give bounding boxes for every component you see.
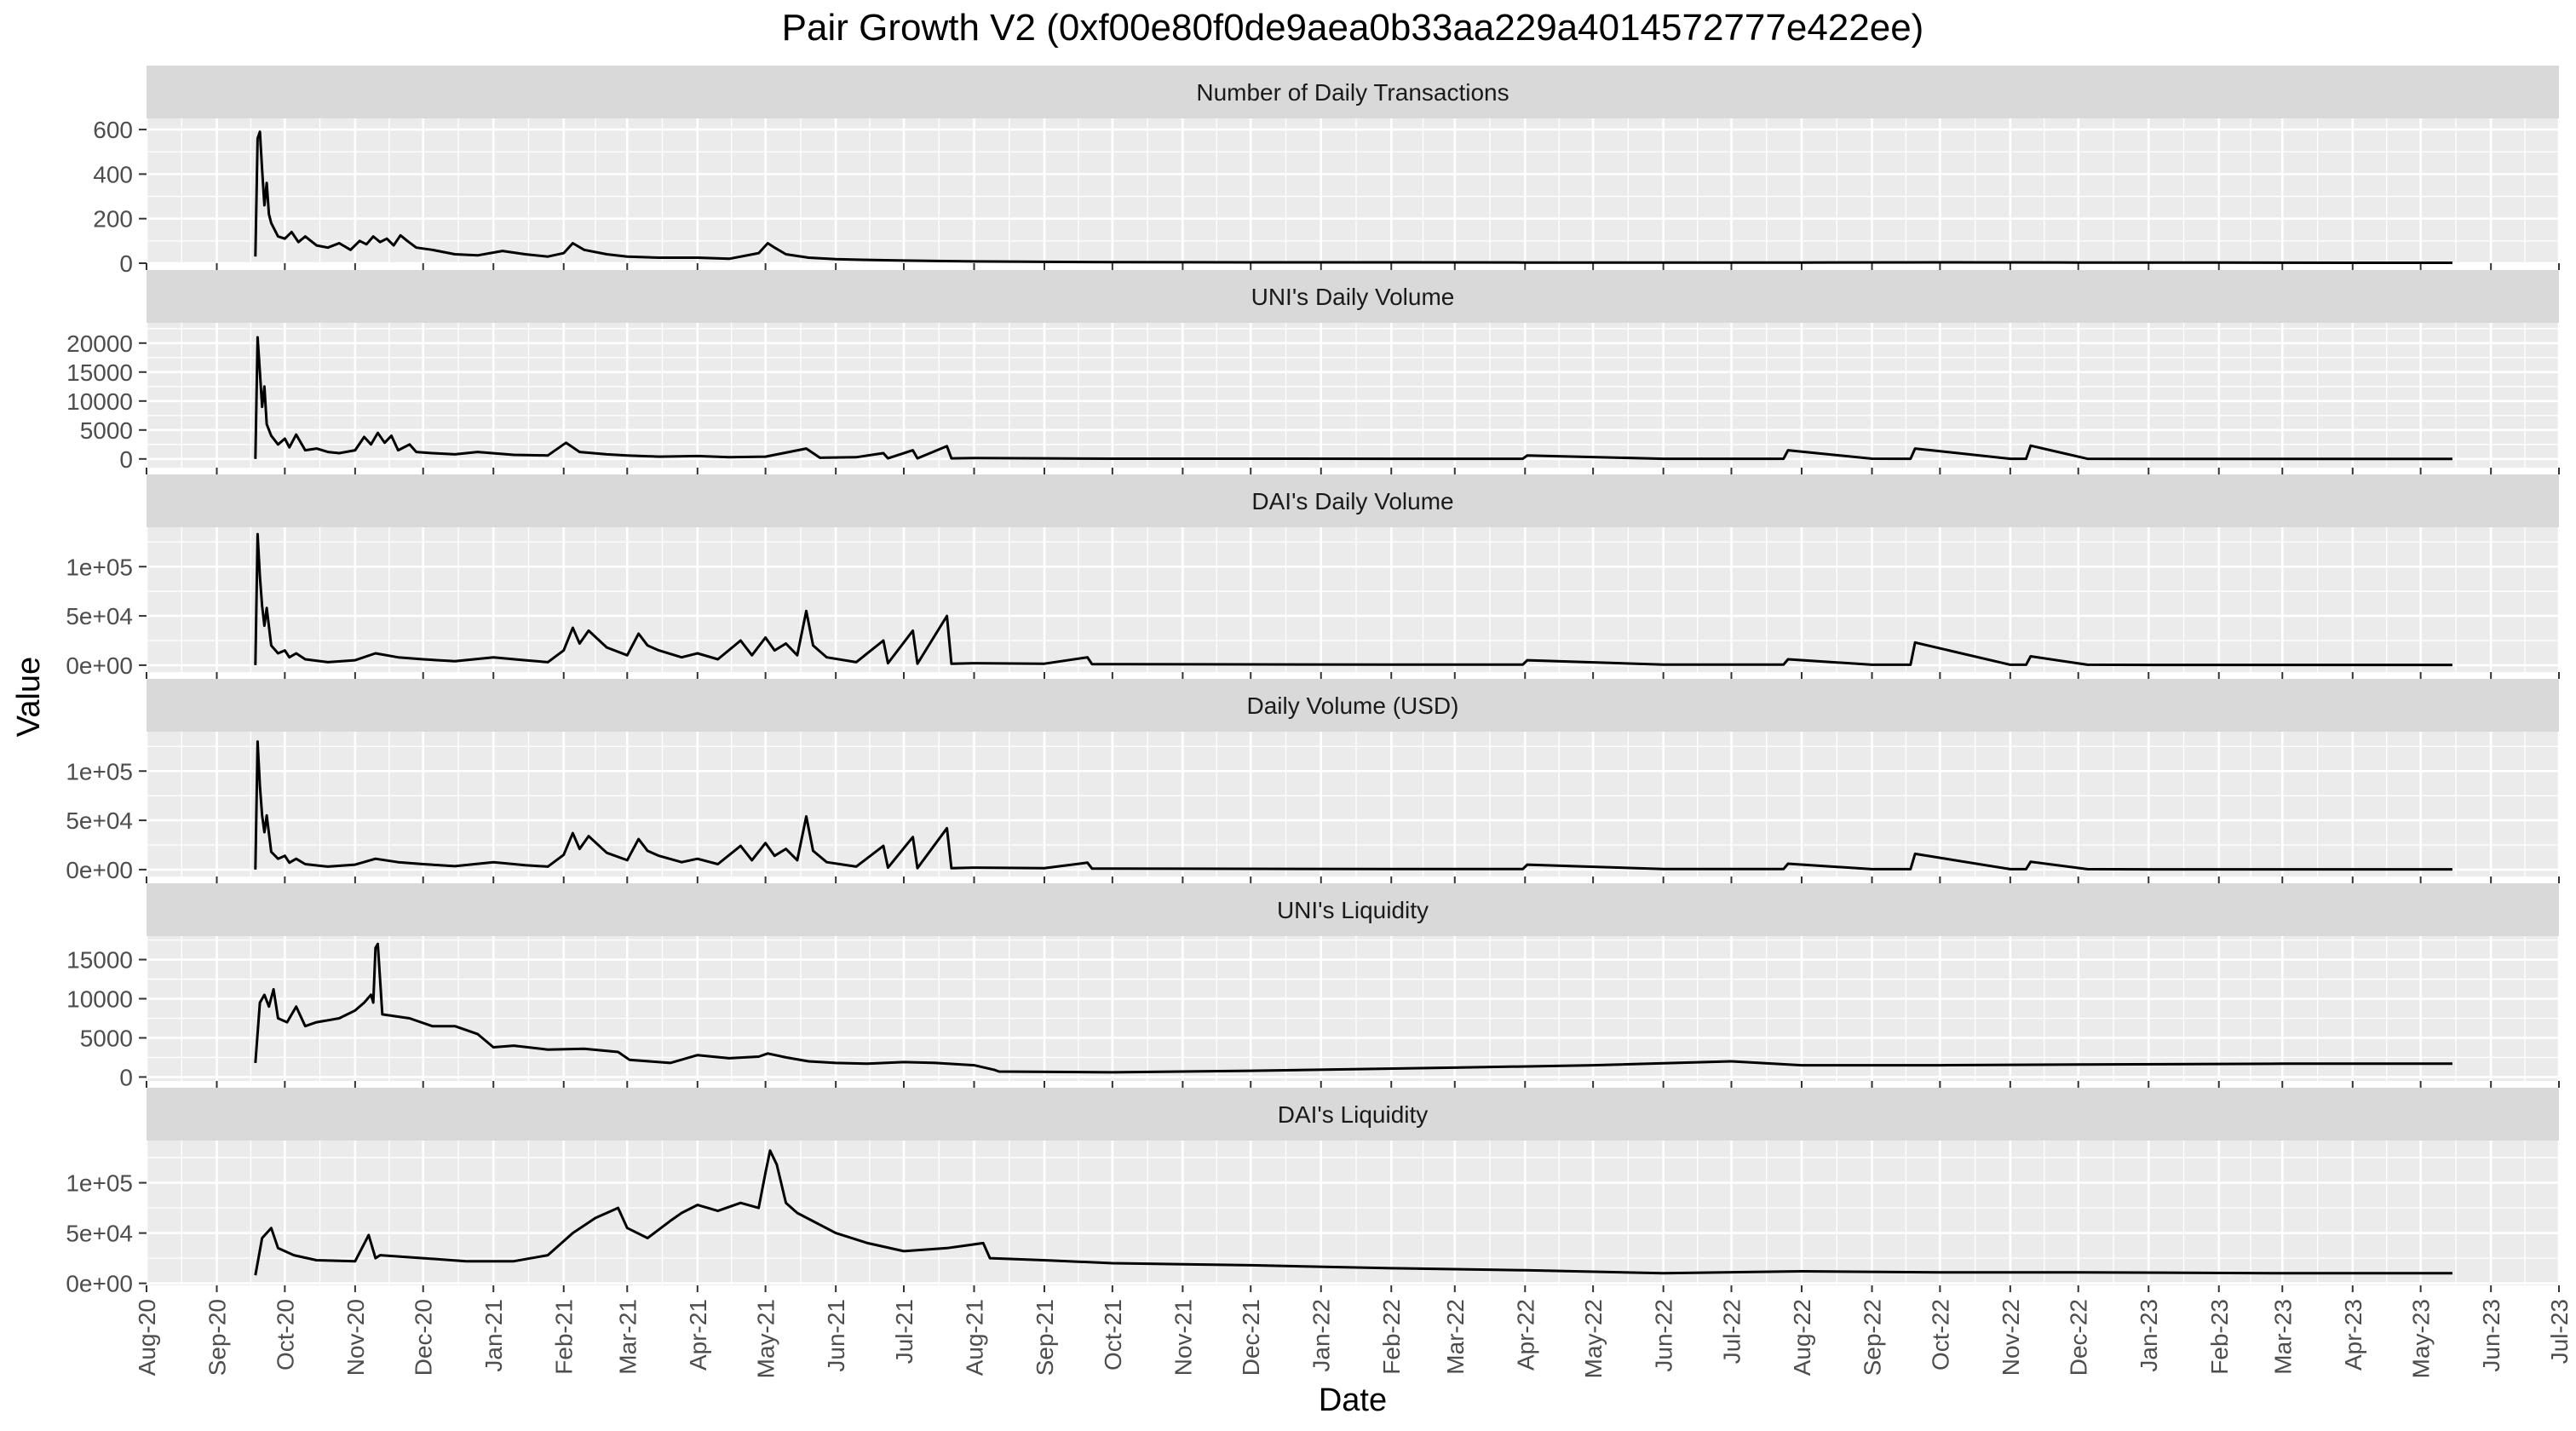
y-tick-label: 0 — [119, 1064, 133, 1090]
x-tick-label: Mar-21 — [614, 1299, 641, 1375]
x-tick-label: Oct-21 — [1100, 1299, 1126, 1371]
x-tick-label: Jul-22 — [1719, 1299, 1745, 1364]
facet-panel: UNI's Liquidity 0 5000 10000 15000 — [66, 883, 2561, 1090]
facet-strip — [147, 1088, 2559, 1141]
x-tick-label: Jul-21 — [891, 1299, 917, 1364]
y-tick-label: 5000 — [80, 1025, 133, 1051]
x-tick-label: Dec-20 — [411, 1299, 437, 1376]
x-tick-label: Nov-21 — [1170, 1299, 1196, 1376]
x-tick-label: Sep-20 — [204, 1299, 231, 1376]
x-tick-label: Jun-21 — [823, 1299, 849, 1372]
y-tick-label: 1e+05 — [66, 554, 133, 580]
y-tick-label: 0e+00 — [66, 1271, 133, 1297]
x-tick-label: Feb-22 — [1378, 1299, 1405, 1375]
facet-strip-label: DAI's Liquidity — [1278, 1101, 1429, 1128]
panel-background — [147, 527, 2559, 672]
x-tick-label: Aug-22 — [1789, 1299, 1815, 1376]
x-tick-label: Aug-20 — [134, 1299, 160, 1376]
panel-background — [147, 936, 2559, 1081]
facet-strip — [147, 679, 2559, 732]
series-line — [254, 532, 2452, 667]
x-tick-label: Mar-22 — [1442, 1299, 1469, 1375]
x-tick-label: Apr-21 — [685, 1299, 711, 1371]
facet-strip — [147, 66, 2559, 118]
y-tick-label: 0e+00 — [66, 652, 133, 679]
x-tick-label: Jun-22 — [1651, 1299, 1677, 1372]
x-axis-title: Date — [1319, 1382, 1387, 1418]
x-tick-label: Apr-23 — [2340, 1299, 2366, 1371]
x-tick-label: Oct-22 — [1927, 1299, 1953, 1371]
panel-background — [147, 1141, 2559, 1285]
series-line — [254, 942, 2452, 1074]
x-tick-label: Mar-23 — [2269, 1299, 2296, 1375]
x-axis: Aug-20 Sep-20 Oct-20 Nov-20 Dec-20 Jan-21 Feb-… — [134, 1299, 2573, 1378]
facet-strip-label: UNI's Liquidity — [1277, 897, 1429, 923]
x-tick-label: Apr-22 — [1512, 1299, 1538, 1371]
y-tick-label: 5e+04 — [66, 807, 133, 834]
y-tick-label: 15000 — [66, 359, 133, 386]
series-line — [254, 1149, 2452, 1276]
facet-strip — [147, 270, 2559, 323]
x-tick-label: May-21 — [753, 1299, 779, 1378]
y-tick-label: 0 — [119, 446, 133, 473]
chart-title: Pair Growth V2 (0xf00e80f0de9aea0b33aa22… — [782, 7, 1924, 49]
facet-panel: DAI's Daily Volume 0e+00 5e+04 1e+05 — [66, 474, 2561, 679]
x-tick-label: Jul-23 — [2546, 1299, 2573, 1364]
facet-strip-label: UNI's Daily Volume — [1251, 284, 1455, 310]
y-tick-label: 200 — [93, 206, 133, 233]
panel-background — [147, 118, 2559, 263]
facet-panel: Daily Volume (USD) 0e+00 5e+04 1e+05 — [66, 679, 2561, 883]
y-tick-label: 5000 — [80, 417, 133, 444]
y-tick-label: 0 — [119, 250, 133, 277]
x-tick-label: Jun-23 — [2478, 1299, 2504, 1372]
x-tick-label: Jan-22 — [1308, 1299, 1335, 1372]
y-tick-label: 1e+05 — [66, 1170, 133, 1197]
panel-background — [147, 732, 2559, 876]
y-tick-label: 10000 — [66, 986, 133, 1013]
x-tick-label: Sep-21 — [1032, 1299, 1058, 1376]
y-tick-label: 1e+05 — [66, 758, 133, 784]
facet-strip-label: DAI's Daily Volume — [1251, 488, 1453, 514]
x-tick-label: Aug-21 — [962, 1299, 988, 1376]
y-tick-label: 600 — [93, 117, 133, 143]
x-tick-label: Jan-23 — [2136, 1299, 2162, 1372]
facet-strip — [147, 474, 2559, 527]
facet-panel: Number of Daily Transactions 0 200 400 600 — [93, 66, 2561, 277]
facet-strip-label: Daily Volume (USD) — [1247, 693, 1459, 719]
y-tick-label: 20000 — [66, 330, 133, 357]
y-tick-label: 15000 — [66, 947, 133, 974]
x-tick-label: Sep-22 — [1860, 1299, 1886, 1376]
x-tick-label: Jan-21 — [480, 1299, 507, 1372]
x-tick-label: Nov-22 — [1998, 1299, 2024, 1376]
facet-strip — [147, 883, 2559, 936]
x-tick-label: Oct-20 — [272, 1299, 298, 1371]
x-tick-label: Dec-22 — [2066, 1299, 2092, 1376]
x-tick-label: Feb-23 — [2206, 1299, 2233, 1375]
series-line — [254, 130, 2452, 264]
y-tick-label: 10000 — [66, 388, 133, 415]
y-tick-label: 400 — [93, 161, 133, 187]
y-tick-label: 5e+04 — [66, 603, 133, 629]
x-tick-label: May-23 — [2408, 1299, 2435, 1378]
facet-strip-label: Number of Daily Transactions — [1196, 79, 1509, 106]
y-tick-label: 0e+00 — [66, 857, 133, 883]
series-line — [254, 740, 2452, 871]
facet-panel: DAI's Liquidity 0e+00 5e+04 1e+05 — [66, 1088, 2561, 1297]
series-line — [254, 336, 2452, 461]
y-tick-label: 5e+04 — [66, 1221, 133, 1247]
facet-panels: Number of Daily Transactions 0 200 400 600 UN… — [66, 66, 2561, 1297]
x-tick-label: Dec-21 — [1238, 1299, 1264, 1376]
panel-background — [147, 323, 2559, 468]
x-tick-label: May-22 — [1580, 1299, 1607, 1378]
x-tick-label: Feb-21 — [551, 1299, 578, 1375]
x-tick-label: Nov-20 — [342, 1299, 369, 1376]
y-axis-title: Value — [11, 657, 47, 737]
